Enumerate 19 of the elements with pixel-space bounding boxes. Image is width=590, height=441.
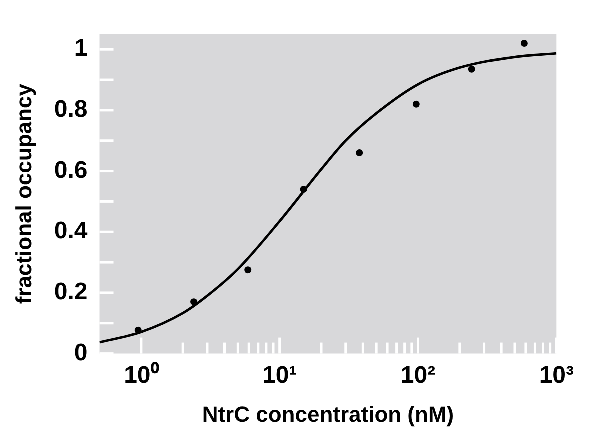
point bbox=[300, 186, 308, 194]
y-tick-label: 0 bbox=[74, 339, 88, 366]
y-tick-label: 0.8 bbox=[54, 96, 88, 124]
point bbox=[244, 266, 252, 274]
y-tick-label: 0.2 bbox=[54, 278, 88, 306]
x-tick-label: 10² bbox=[400, 362, 436, 389]
x-axis-title: NtrC concentration (nM) bbox=[202, 402, 454, 427]
point bbox=[356, 150, 364, 157]
x-tick-label: 10⁰ bbox=[124, 362, 160, 389]
point bbox=[412, 100, 420, 108]
y-axis-title: fractional occupancy bbox=[11, 83, 36, 304]
point bbox=[134, 326, 142, 334]
y-tick-label: 0.4 bbox=[54, 218, 88, 245]
x-tick-label: 10¹ bbox=[262, 362, 298, 389]
point bbox=[190, 298, 198, 306]
x-tick-label: 10³ bbox=[539, 362, 574, 389]
y-tick-label: 1 bbox=[74, 35, 88, 62]
y-tick-label: 0.6 bbox=[54, 156, 88, 184]
point bbox=[468, 66, 476, 73]
